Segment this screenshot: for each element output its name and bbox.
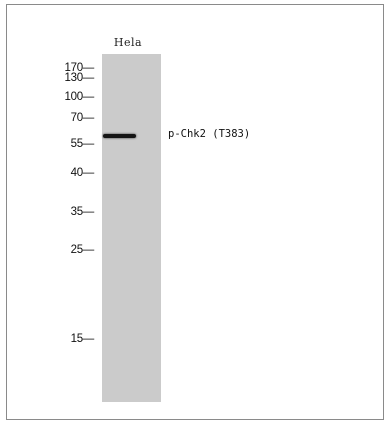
marker-40: 40— — [70, 167, 95, 179]
marker-15: 15— — [70, 333, 95, 345]
marker-100: 100— — [64, 91, 95, 103]
protein-band — [103, 134, 136, 138]
marker-70: 70— — [70, 112, 95, 124]
blot-lane — [102, 54, 161, 402]
marker-170: 170— — [64, 62, 95, 74]
marker-55: 55— — [70, 138, 95, 150]
blot-frame — [6, 4, 384, 420]
band-label: p-Chk2 (T383) — [168, 128, 251, 140]
lane-label: Hela — [113, 36, 143, 49]
marker-130: 130— — [64, 72, 95, 84]
marker-35: 35— — [70, 206, 95, 218]
marker-25: 25— — [70, 244, 95, 256]
